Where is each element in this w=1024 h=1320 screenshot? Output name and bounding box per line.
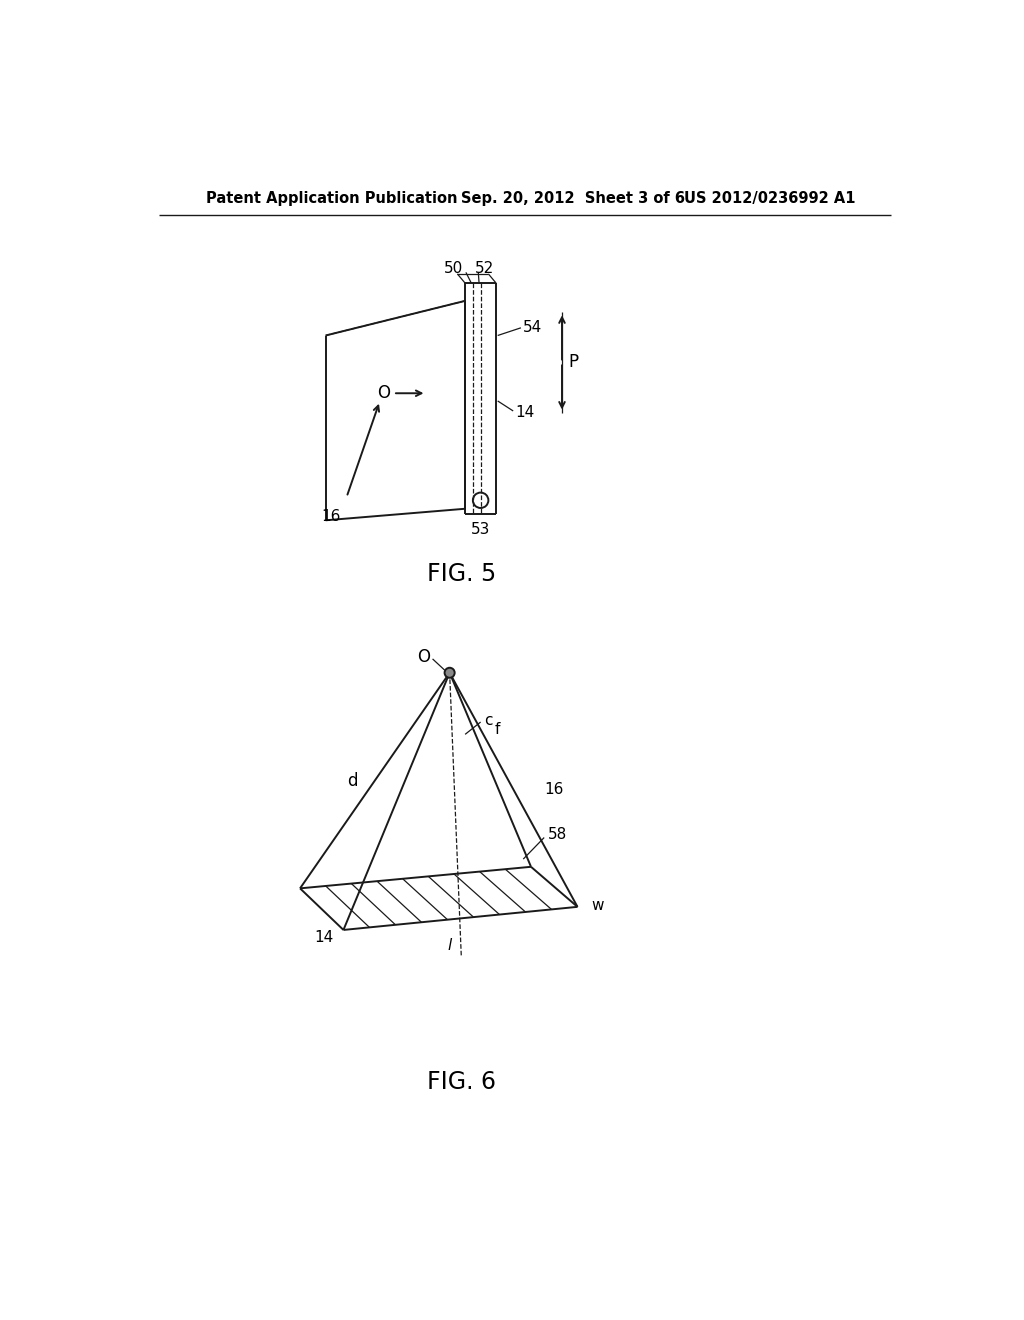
Text: 53: 53 [471,521,490,537]
Text: 52: 52 [475,261,495,276]
Text: 14: 14 [515,405,535,420]
Text: FIG. 5: FIG. 5 [427,562,496,586]
Text: c: c [484,713,493,729]
Text: l: l [447,937,452,953]
Circle shape [445,668,455,677]
Text: 16: 16 [544,783,563,797]
Text: Patent Application Publication: Patent Application Publication [206,191,457,206]
Text: FIG. 6: FIG. 6 [427,1071,496,1094]
Text: 14: 14 [314,931,333,945]
Text: 50: 50 [443,261,463,276]
Text: 58: 58 [548,826,567,842]
Text: US 2012/0236992 A1: US 2012/0236992 A1 [684,191,856,206]
Text: d: d [347,772,357,789]
Text: 54: 54 [523,321,543,335]
Text: Sep. 20, 2012  Sheet 3 of 6: Sep. 20, 2012 Sheet 3 of 6 [461,191,685,206]
Text: O: O [377,384,390,403]
Text: w: w [592,898,604,913]
Text: 16: 16 [322,510,341,524]
Text: f: f [495,722,500,738]
Text: O: O [417,648,430,667]
Text: P: P [568,354,579,371]
